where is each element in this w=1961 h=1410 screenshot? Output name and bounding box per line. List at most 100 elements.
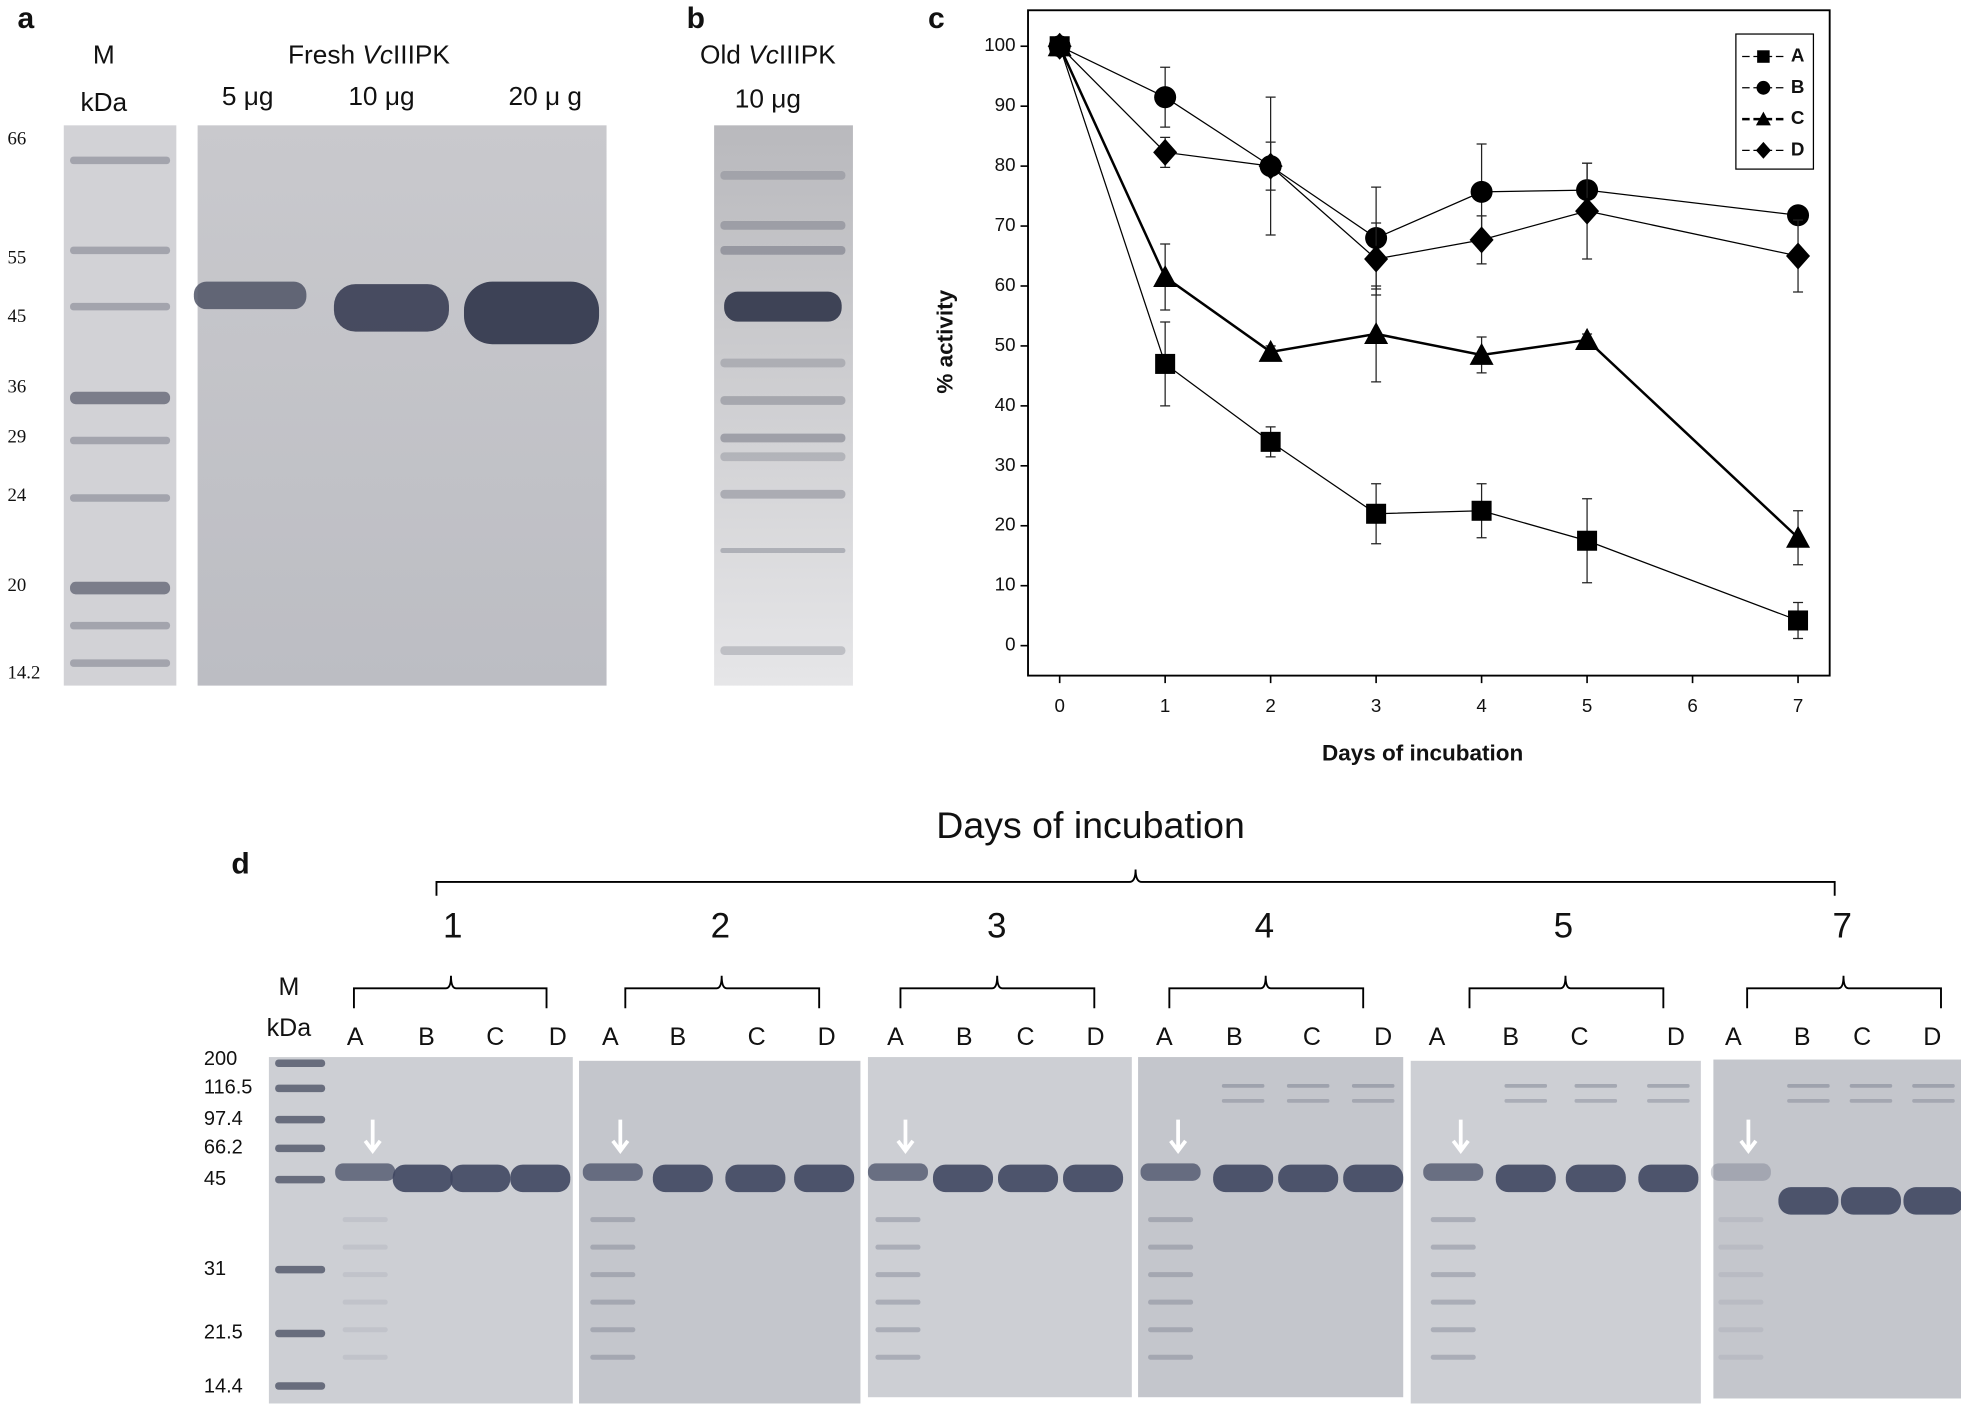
gel-band <box>1787 1083 1830 1088</box>
gel-band <box>342 1244 388 1250</box>
lane-label: B <box>670 1023 687 1051</box>
brace <box>1746 975 1942 1009</box>
marker <box>1755 111 1771 126</box>
marker <box>1788 610 1809 631</box>
y-tick-label: 100 <box>984 34 1015 55</box>
lane-label: D <box>1923 1023 1941 1051</box>
gel-band <box>1647 1083 1690 1088</box>
gel-band <box>70 659 171 667</box>
title-part: Old <box>700 39 748 69</box>
gel <box>268 1057 573 1404</box>
lane-label: B <box>418 1023 435 1051</box>
day-label: 5 <box>1554 906 1573 945</box>
ladder-label: 66.2 <box>204 1137 243 1159</box>
marker <box>1155 353 1176 374</box>
marker-label: M <box>278 973 299 1001</box>
gel-band <box>1423 1163 1484 1181</box>
gel-band <box>875 1299 921 1305</box>
gel-band <box>794 1164 855 1193</box>
marker <box>1364 245 1389 273</box>
y-tick-label: 60 <box>995 274 1016 295</box>
marker <box>1366 503 1387 524</box>
gel-band <box>1710 1163 1771 1181</box>
y-tick-label: 0 <box>1005 634 1015 655</box>
brace <box>899 975 1096 1009</box>
gel-band <box>1840 1187 1901 1215</box>
gel-band <box>1286 1098 1330 1103</box>
gel-band <box>275 1059 326 1068</box>
marker-label: M <box>93 39 115 69</box>
gel-band <box>720 452 846 462</box>
marker <box>1577 530 1598 551</box>
y-tick-label: 50 <box>995 334 1016 355</box>
gel-band <box>875 1354 921 1360</box>
gel-band <box>1718 1217 1764 1223</box>
arrow <box>611 1119 630 1154</box>
gel-band <box>342 1299 388 1305</box>
lane-label: 10 μg <box>348 81 414 111</box>
gel-band <box>720 396 846 405</box>
ladder-label: 45 <box>204 1168 226 1190</box>
gel-band <box>1647 1098 1690 1103</box>
marker <box>1364 321 1389 344</box>
gel-band <box>70 621 171 630</box>
gel-band <box>392 1164 453 1193</box>
ladder-label: 14.4 <box>204 1376 243 1398</box>
panel-label: d <box>231 848 249 881</box>
gel-band <box>720 433 846 443</box>
brace <box>1468 975 1665 1009</box>
plot-frame <box>1027 9 1831 677</box>
gel-band <box>590 1272 636 1278</box>
gel-band <box>70 391 171 405</box>
gel-band <box>725 1164 786 1193</box>
gel-band <box>1148 1217 1194 1223</box>
day-label: 3 <box>987 906 1006 945</box>
gel-band <box>275 1382 326 1390</box>
unit-label: kDa <box>80 87 127 117</box>
marker <box>1471 500 1492 521</box>
lane-label: B <box>1794 1023 1811 1051</box>
gel-band <box>1912 1098 1955 1103</box>
gel-band <box>333 284 449 332</box>
gel-band <box>463 281 600 345</box>
gel-band <box>875 1327 921 1333</box>
gel-band <box>275 1265 326 1274</box>
gel-band <box>1278 1164 1339 1193</box>
gel-band <box>720 246 846 255</box>
gel-band <box>1504 1098 1548 1103</box>
gel-band <box>1343 1164 1404 1193</box>
lane-label: C <box>1853 1023 1871 1051</box>
gel-band <box>998 1164 1059 1193</box>
gel-band <box>1221 1098 1265 1103</box>
gel <box>1410 1060 1701 1404</box>
title-part: Vc <box>748 39 779 69</box>
x-tick-label: 1 <box>1160 695 1170 716</box>
gel-band <box>1574 1083 1618 1088</box>
gel-band <box>510 1164 571 1193</box>
gel-band <box>342 1217 388 1223</box>
lane-label: D <box>1374 1023 1392 1051</box>
x-tick-label: 4 <box>1476 695 1486 716</box>
gel-band <box>1148 1244 1194 1250</box>
lane-label: 10 μg <box>735 83 801 113</box>
gel-band <box>1286 1083 1330 1088</box>
gel-band <box>1912 1083 1955 1088</box>
gel-band <box>590 1327 636 1333</box>
gel-band <box>1148 1354 1194 1360</box>
gel-band <box>1221 1083 1265 1088</box>
title-part: IIIPK <box>779 39 836 69</box>
ladder-label: 116.5 <box>204 1077 253 1099</box>
lane-label: D <box>818 1023 836 1051</box>
ladder-label: 97.4 <box>204 1108 243 1130</box>
lane-label: A <box>887 1023 904 1051</box>
ladder-label: 20 <box>8 575 27 596</box>
arrow <box>1739 1119 1758 1154</box>
marker <box>1154 86 1177 109</box>
gel <box>867 1057 1132 1398</box>
gel-band <box>193 281 307 310</box>
gel-band <box>1718 1354 1764 1360</box>
gel-band <box>1430 1217 1476 1223</box>
gel-band <box>70 246 171 255</box>
gel-band <box>875 1217 921 1223</box>
